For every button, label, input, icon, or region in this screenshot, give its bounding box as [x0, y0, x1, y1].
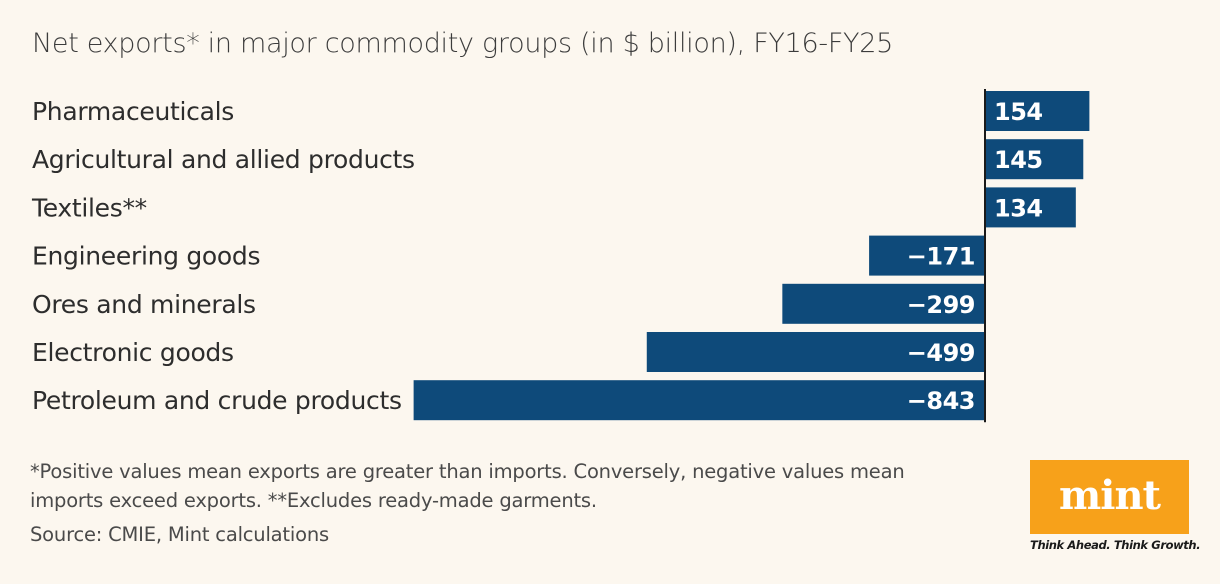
- bar-4: [782, 283, 985, 324]
- category-label-3: Engineering goods: [32, 242, 260, 271]
- value-label-0: 154: [994, 98, 1043, 126]
- bar-3: [869, 235, 985, 276]
- bar-2: [985, 187, 1076, 228]
- category-label-1: Agricultural and allied products: [32, 145, 415, 174]
- chart-title: Net exports* in major commodity groups (…: [32, 28, 894, 59]
- bar-0: [985, 91, 1090, 131]
- bar-5: [646, 332, 985, 372]
- mint-logo-text: mint: [1058, 471, 1161, 519]
- logo-tagline: Think Ahead. Think Growth.: [1030, 538, 1201, 552]
- category-label-2: Textiles**: [31, 193, 147, 222]
- source-note: Source: CMIE, Mint calculations: [30, 523, 329, 546]
- value-label-6: −843: [907, 387, 975, 415]
- category-label-5: Electronic goods: [32, 338, 234, 367]
- value-label-5: −499: [907, 339, 975, 367]
- value-label-1: 145: [994, 146, 1043, 174]
- category-label-6: Petroleum and crude products: [32, 386, 402, 415]
- value-label-3: −171: [907, 243, 975, 271]
- bar-chart: Pharmaceuticals 154 Agricultural and allie…: [31, 89, 1090, 423]
- category-label-0: Pharmaceuticals: [32, 97, 234, 126]
- bar-1: [985, 139, 1084, 180]
- footnote: *Positive values mean exports are greate…: [30, 460, 905, 512]
- value-label-2: 134: [994, 194, 1043, 222]
- category-label-4: Ores and minerals: [32, 290, 256, 319]
- value-label-4: −299: [907, 291, 975, 319]
- bar-6: [413, 380, 985, 421]
- mint-logo: mint: [1030, 460, 1189, 534]
